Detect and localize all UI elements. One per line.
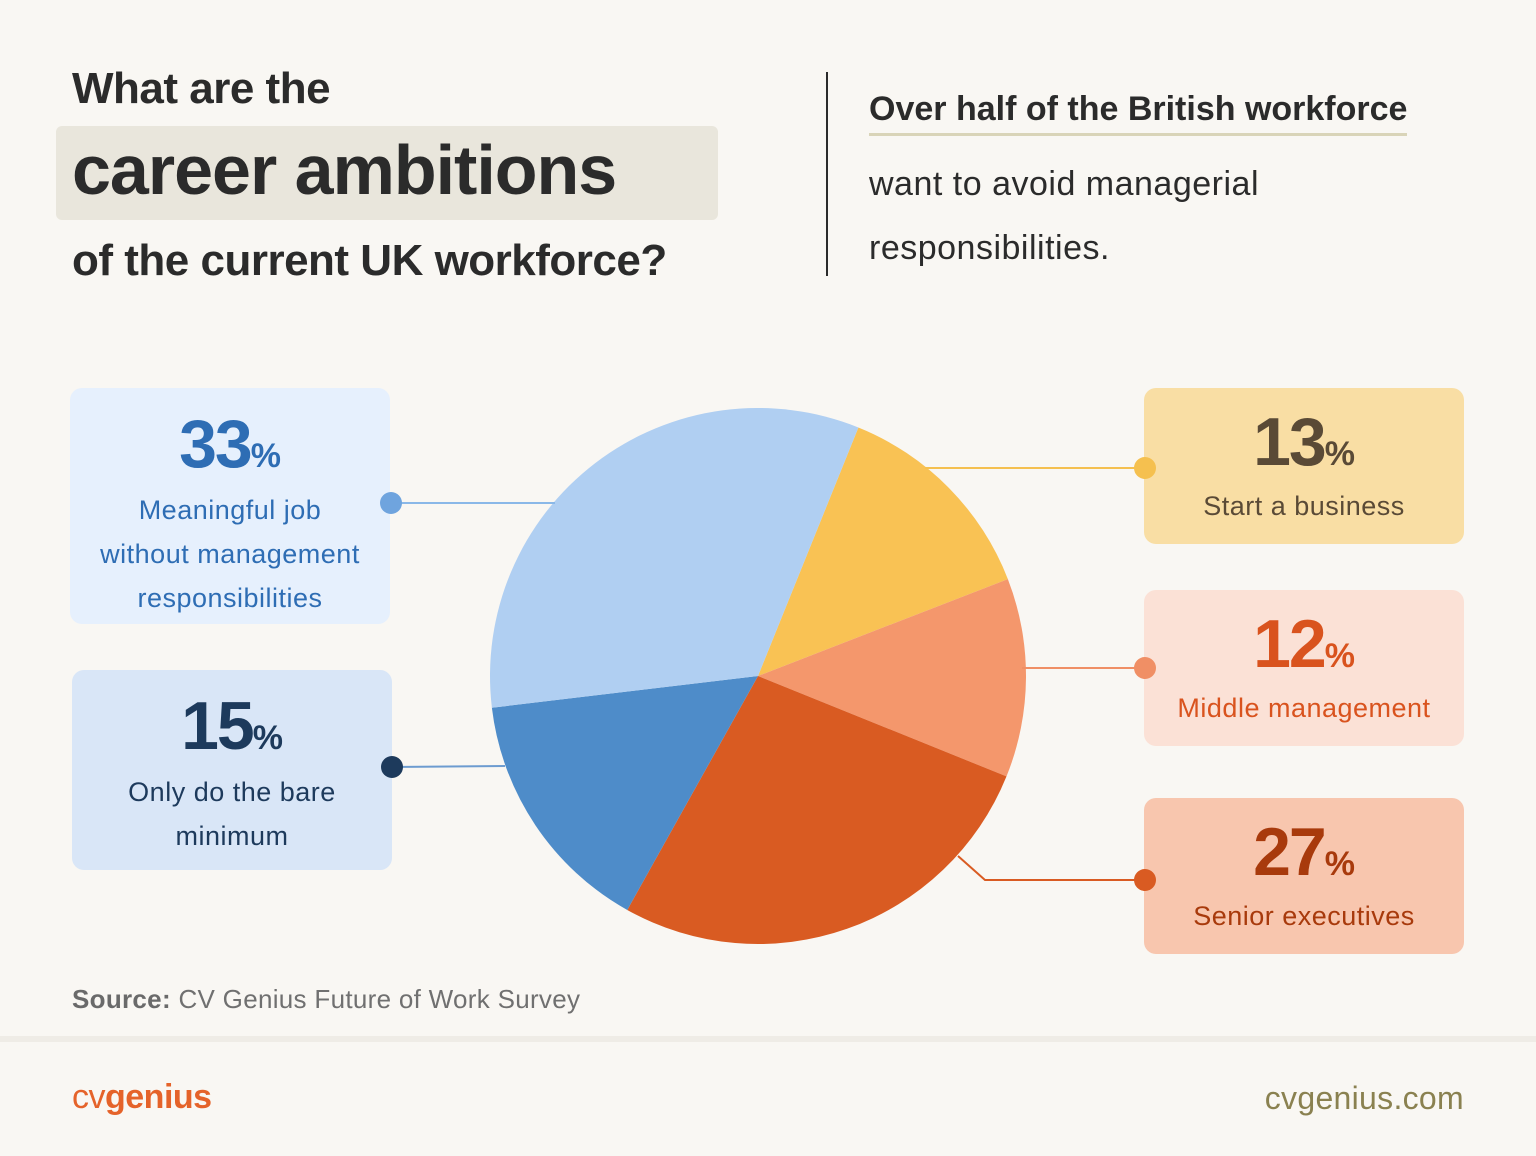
source-text: CV Genius Future of Work Survey [178,984,581,1014]
headline-bold: Over half of the British workforce [869,90,1408,136]
title-line-2: career ambitions [72,131,617,209]
pie-slice-middle-management [758,579,1026,777]
card-bare-minimum: 15% Only do the bare minimum [72,670,392,870]
pie-slice-only-do-the-bare-minimum [491,676,758,910]
dot-bare-minimum [381,756,403,778]
title-line-1: What are the [72,64,331,113]
label-meaningful-line-1: Meaningful job [138,495,322,525]
pct-middle-management: 12% [1253,606,1355,682]
pie-slice-senior-executives [627,676,1007,944]
pct-start-business: 13% [1253,404,1355,480]
brand-logo[interactable]: cvgenius [72,1078,212,1117]
card-meaningful-job: 33% Meaningful job without management re… [70,388,390,624]
label-bare-minimum-line-2: minimum [175,821,289,851]
source-note: Source: CV Genius Future of Work Survey [72,984,580,1015]
headline-rest: want to avoid managerial responsibilitie… [869,165,1260,267]
leader-line-senior-executives [957,855,1145,881]
dot-middle-management [1134,657,1156,679]
pct-senior-executives: 27% [1253,814,1355,890]
pct-meaningful-job: 33% [179,406,281,482]
source-label: Source: [72,984,171,1014]
card-start-business: 13% Start a business [1144,388,1464,544]
leader-line-bare-minimum [391,765,506,768]
title-highlight [56,126,718,220]
site-link[interactable]: cvgenius.com [1264,1080,1464,1116]
pie-slice-start-a-business [758,427,1008,676]
label-start-business: Start a business [1203,491,1405,521]
pct-bare-minimum: 15% [181,688,283,764]
brand-genius: genius [105,1078,212,1116]
dot-start-business [1134,457,1156,479]
brand-cv: cv [72,1078,106,1116]
label-meaningful-line-3: responsibilities [137,583,323,613]
label-middle-management: Middle management [1177,693,1431,723]
header-divider [826,72,828,276]
footer-rule [0,1036,1536,1042]
dot-meaningful-job [380,492,402,514]
title-line-3: of the current UK workforce? [72,236,667,285]
pie-slice-meaningful-job-without-management-responsibilities [490,407,859,708]
card-middle-management: 12% Middle management [1144,590,1464,746]
card-senior-executives: 27% Senior executives [1144,798,1464,954]
label-senior-executives: Senior executives [1193,901,1415,931]
dot-senior-executives [1134,869,1156,891]
label-meaningful-line-2: without management [100,539,360,569]
label-bare-minimum-line-1: Only do the bare [128,777,336,807]
